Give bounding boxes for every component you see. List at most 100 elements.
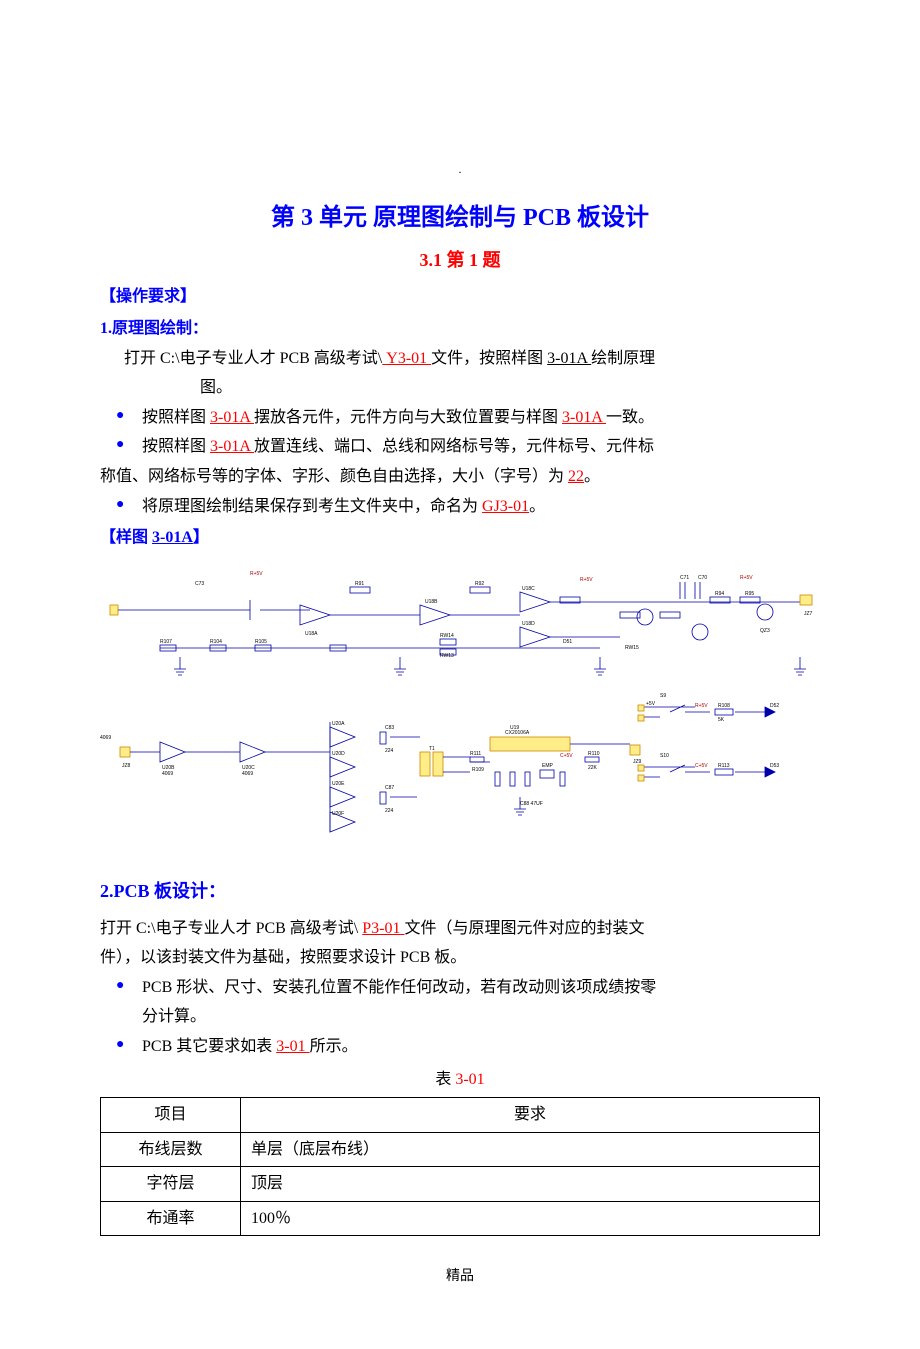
table-row: 字符层 顶层	[101, 1167, 820, 1202]
table-cell-value: 100％	[241, 1201, 820, 1236]
requirements-table: 项目 要求 布线层数 单层（底层布线） 字符层 顶层 布通率 100％	[100, 1097, 820, 1236]
link-gj3-01: GJ3-01	[482, 498, 529, 515]
text: 表	[435, 1071, 455, 1088]
svg-text:R107: R107	[160, 639, 172, 645]
heading-sample-figure: 【样图 3-01A】	[100, 525, 820, 551]
svg-text:D52: D52	[770, 703, 779, 709]
text: 摆放各元件，元件方向与大致位置要与样图	[254, 409, 562, 426]
table-caption: 表 3-01	[100, 1067, 820, 1093]
svg-text:4069: 4069	[242, 771, 253, 777]
svg-text:4069: 4069	[100, 735, 111, 741]
svg-text:R92: R92	[475, 581, 484, 587]
link-p3-01: P3-01	[362, 920, 404, 937]
svg-text:EMP: EMP	[542, 763, 554, 769]
text: 称值、网络标号等的字体、字形、颜色自由选择，大小（字号）为	[100, 468, 568, 485]
table-cell-value: 顶层	[241, 1167, 820, 1202]
text: 一致。	[606, 409, 654, 426]
svg-text:U18C: U18C	[522, 586, 535, 592]
text: 。	[584, 468, 600, 485]
text: PCB 形状、尺寸、安装孔位置不能作任何改动，若有改动则该项成绩按零	[142, 979, 656, 996]
svg-text:R110: R110	[588, 751, 600, 757]
chapter-title: 第 3 单元 原理图绘制与 PCB 板设计	[100, 199, 820, 237]
svg-text:C83: C83	[385, 725, 394, 731]
schematic-bullets: 按照样图 3-01A 摆放各元件，元件方向与大致位置要与样图 3-01A 一致。…	[116, 405, 820, 460]
table-cell-label: 布线层数	[101, 1132, 241, 1167]
text: 所示。	[310, 1038, 358, 1055]
svg-text:224: 224	[385, 808, 394, 814]
svg-text:JZ8: JZ8	[122, 763, 131, 769]
svg-text:JZ7: JZ7	[804, 611, 813, 617]
heading-schematic-drawing: 1.原理图绘制：	[100, 316, 820, 342]
link-3-01a: 3-01A	[210, 409, 254, 426]
svg-text:U18B: U18B	[425, 599, 438, 605]
page-mark: .	[100, 160, 820, 179]
text: 绘制原理	[591, 350, 655, 367]
table-row: 布通率 100％	[101, 1201, 820, 1236]
para-open-file: 打开 C:\电子专业人才 PCB 高级考试\ Y3-01 文件，按照样图 3-0…	[108, 346, 820, 372]
table-number: 3-01	[455, 1071, 484, 1088]
svg-text:R111: R111	[470, 751, 481, 757]
svg-text:R+5V: R+5V	[250, 571, 263, 577]
schematic-diagram: C73 U18A U18B R91 R92 U18C U18D C71C70 R…	[100, 557, 820, 857]
svg-text:C70: C70	[698, 575, 707, 581]
svg-text:D51: D51	[563, 639, 572, 645]
schematic-svg: C73 U18A U18B R91 R92 U18C U18D C71C70 R…	[100, 557, 820, 857]
bullet-pcb-other: PCB 其它要求如表 3-01 所示。	[116, 1034, 820, 1060]
svg-text:224: 224	[385, 748, 394, 754]
svg-text:R109: R109	[472, 767, 484, 773]
table-cell-label: 布通率	[101, 1201, 241, 1236]
bullet-place-wires: 按照样图 3-01A 放置连线、端口、总线和网络标号等，元件标号、元件标	[116, 434, 820, 460]
svg-text:JZ9: JZ9	[633, 759, 642, 765]
table-cell-value: 单层（底层布线）	[241, 1132, 820, 1167]
bullet-place-wires-cont: 称值、网络标号等的字体、字形、颜色自由选择，大小（字号）为 22。	[100, 464, 820, 490]
svg-text:U18A: U18A	[305, 631, 318, 637]
table-cell-label: 字符层	[101, 1167, 241, 1202]
bullet-pcb-shape: PCB 形状、尺寸、安装孔位置不能作任何改动，若有改动则该项成绩按零	[116, 975, 820, 1001]
link-3-01a: 3-01A	[210, 438, 254, 455]
svg-text:QZ3: QZ3	[760, 628, 770, 634]
text: 将原理图绘制结果保存到考生文件夹中，命名为	[142, 498, 482, 515]
svg-text:S10: S10	[660, 753, 669, 759]
link-y3-01: Y3-01	[382, 350, 431, 367]
table-header-item: 项目	[101, 1098, 241, 1133]
svg-text:R95: R95	[745, 591, 754, 597]
link-table-3-01: 3-01	[276, 1038, 309, 1055]
svg-text:R113: R113	[718, 763, 730, 769]
para-open-pcb-cont: 件），以该封装文件为基础，按照要求设计 PCB 板。	[100, 945, 820, 971]
table-header-req: 要求	[241, 1098, 820, 1133]
heading-pcb-design: 2.PCB 板设计：	[100, 877, 820, 906]
svg-text:T1: T1	[429, 746, 435, 752]
schematic-bullets-2: 将原理图绘制结果保存到考生文件夹中，命名为 GJ3-01。	[116, 494, 820, 520]
text: 】	[193, 529, 209, 546]
svg-text:R104: R104	[210, 639, 222, 645]
text: 放置连线、端口、总线和网络标号等，元件标号、元件标	[254, 438, 654, 455]
svg-text:U20F: U20F	[332, 811, 344, 817]
text: PCB 其它要求如表	[142, 1038, 276, 1055]
para-open-pcb: 打开 C:\电子专业人才 PCB 高级考试\ P3-01 文件（与原理图元件对应…	[100, 916, 820, 942]
pcb-bullets: PCB 形状、尺寸、安装孔位置不能作任何改动，若有改动则该项成绩按零	[116, 975, 820, 1001]
svg-text:+5V: +5V	[646, 701, 656, 707]
svg-text:RW13: RW13	[440, 653, 454, 659]
text: 打开 C:\电子专业人才 PCB 高级考试\	[100, 920, 362, 937]
svg-text:R+5V: R+5V	[580, 577, 593, 583]
text: 文件（与原理图元件对应的封装文	[405, 920, 645, 937]
svg-text:4069: 4069	[162, 771, 173, 777]
svg-text:S9: S9	[660, 693, 666, 699]
bullet-save-result: 将原理图绘制结果保存到考生文件夹中，命名为 GJ3-01。	[116, 494, 820, 520]
link-3-01a: 3-01A	[562, 409, 606, 426]
svg-text:C71: C71	[680, 575, 689, 581]
text: 按照样图	[142, 409, 210, 426]
section-title: 3.1 第 1 题	[100, 246, 820, 275]
svg-text:R108: R108	[718, 703, 730, 709]
svg-text:R+5V: R+5V	[740, 575, 753, 581]
text: 。	[529, 498, 545, 515]
svg-text:R94: R94	[715, 591, 724, 597]
table-header-row: 项目 要求	[101, 1098, 820, 1133]
link-3-01a: 3-01A	[152, 529, 193, 546]
text: 文件，按照样图	[431, 350, 547, 367]
page-footer: 精品	[100, 1266, 820, 1288]
svg-text:R+5V: R+5V	[695, 703, 708, 709]
link-3-01a: 3-01A	[547, 350, 591, 367]
svg-text:D53: D53	[770, 763, 779, 769]
bullet-pcb-shape-cont: 分计算。	[142, 1004, 820, 1030]
